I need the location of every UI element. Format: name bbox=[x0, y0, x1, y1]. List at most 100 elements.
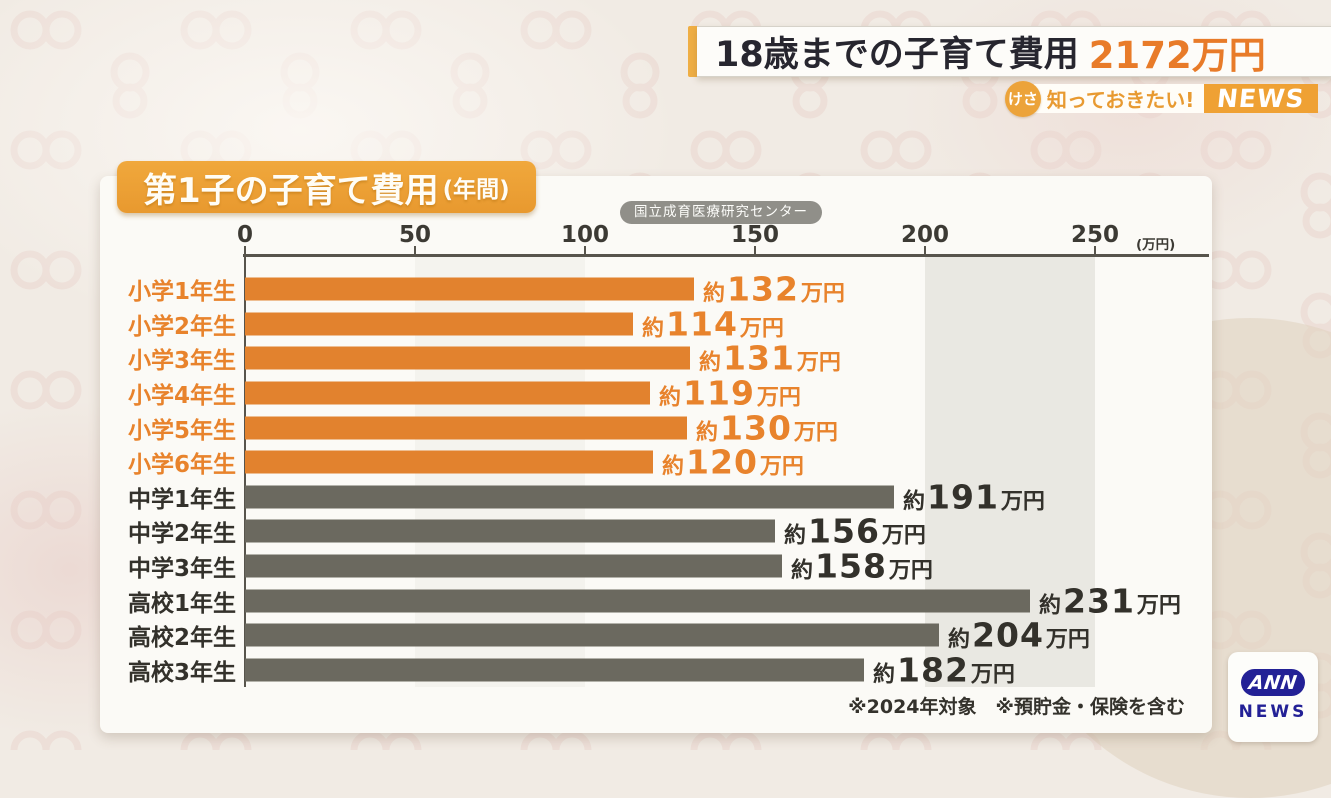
category-label: 小学3年生 bbox=[127, 348, 236, 375]
axis-tick-label: 100 bbox=[560, 222, 610, 248]
value-number: 182 bbox=[897, 650, 969, 690]
bar bbox=[245, 658, 864, 682]
value-label: 約 191 万円 bbox=[903, 477, 1045, 516]
value-number: 132 bbox=[727, 269, 799, 309]
bar bbox=[245, 416, 687, 440]
value-suffix: 万円 bbox=[739, 316, 784, 342]
category-label: 小学5年生 bbox=[127, 417, 236, 444]
category-label: 小学6年生 bbox=[127, 452, 236, 479]
chart-row: 高校1年生 約 231 万円 bbox=[100, 581, 1212, 620]
program-badge: けさ 知っておきたい! NEWS bbox=[1004, 80, 1318, 117]
value-label: 約 231 万円 bbox=[1039, 581, 1181, 620]
headline-accent-bar bbox=[688, 26, 697, 77]
value-number: 231 bbox=[1063, 581, 1135, 621]
value-number: 156 bbox=[808, 511, 880, 551]
chart-row: 中学1年生 約 191 万円 bbox=[100, 477, 1212, 516]
category-label: 中学1年生 bbox=[127, 486, 236, 513]
value-number: 119 bbox=[683, 373, 755, 413]
source-tag: 国立成育医療研究センター bbox=[620, 201, 822, 224]
value-suffix: 万円 bbox=[800, 281, 845, 307]
bar bbox=[245, 381, 650, 405]
value-prefix: 約 bbox=[903, 489, 926, 515]
value-prefix: 約 bbox=[699, 350, 722, 376]
kesa-badge: けさ bbox=[1004, 80, 1041, 117]
value-prefix: 約 bbox=[659, 385, 682, 411]
chart-panel: 0 50 100 150 200 250 (万円) 第1子の子育て費用 (年間) 国立成育… bbox=[100, 161, 1212, 733]
value-number: 191 bbox=[927, 477, 999, 517]
value-label: 約 204 万円 bbox=[948, 616, 1090, 655]
value-suffix: 万円 bbox=[1045, 627, 1090, 653]
category-label: 小学2年生 bbox=[127, 313, 236, 340]
chart-row: 高校2年生 約 204 万円 bbox=[100, 616, 1212, 655]
chart-row: 高校3年生 約 182 万円 bbox=[100, 650, 1212, 689]
value-prefix: 約 bbox=[703, 281, 726, 307]
axis-tick bbox=[754, 246, 756, 254]
axis-tick-label: 0 bbox=[236, 222, 254, 248]
value-suffix: 万円 bbox=[1136, 593, 1181, 619]
category-label: 小学4年生 bbox=[127, 383, 236, 410]
category-label: 高校3年生 bbox=[127, 659, 236, 686]
chart-row: 小学5年生 約 130 万円 bbox=[100, 408, 1212, 447]
tagline-badge: 知っておきたい! bbox=[1033, 84, 1205, 113]
headline-amount: 2172万円 bbox=[1088, 33, 1266, 77]
value-prefix: 約 bbox=[696, 420, 719, 446]
chart-row: 中学3年生 約 158 万円 bbox=[100, 547, 1212, 586]
value-suffix: 万円 bbox=[970, 662, 1015, 688]
value-label: 約 131 万円 bbox=[699, 339, 841, 378]
value-label: 約 132 万円 bbox=[703, 270, 845, 309]
bar bbox=[245, 485, 894, 509]
value-label: 約 119 万円 bbox=[659, 374, 801, 413]
value-prefix: 約 bbox=[1039, 593, 1062, 619]
value-suffix: 万円 bbox=[881, 523, 926, 549]
axis-tick bbox=[584, 246, 586, 254]
bar bbox=[245, 346, 690, 370]
value-label: 約 114 万円 bbox=[642, 304, 784, 343]
bar bbox=[245, 519, 775, 543]
chart-title-box: 第1子の子育て費用 (年間) bbox=[117, 161, 536, 213]
footnote: ※2024年対象 ※預貯金・保険を含む bbox=[848, 696, 1185, 718]
chart-title: 第1子の子育て費用 bbox=[143, 170, 439, 211]
chart-rows: 小学1年生約 132 万円 小学2年生約 114 万円 小学3年生約 131 万円 小学4年生約 1… bbox=[100, 270, 1212, 690]
chart-row: 中学2年生 約 156 万円 bbox=[100, 512, 1212, 551]
value-suffix: 万円 bbox=[756, 385, 801, 411]
axis-tick bbox=[1094, 246, 1096, 254]
value-number: 120 bbox=[686, 442, 758, 482]
chart-row: 小学4年生 約 119 万円 bbox=[100, 374, 1212, 413]
headline-box: 18歳までの子育て費用 2172万円 bbox=[697, 26, 1331, 77]
axis-tick-label: 200 bbox=[900, 222, 950, 248]
headline-banner: 18歳までの子育て費用 2172万円 bbox=[688, 26, 1331, 77]
bar bbox=[245, 450, 653, 474]
axis-tick-label: 150 bbox=[730, 222, 780, 248]
value-label: 約 158 万円 bbox=[791, 547, 933, 586]
value-number: 114 bbox=[666, 304, 738, 344]
value-number: 131 bbox=[723, 338, 795, 378]
headline-text: 18歳までの子育て費用 bbox=[715, 35, 1079, 75]
ann-news-logo: ANN NEWS bbox=[1228, 652, 1318, 742]
ann-logo-pill: ANN bbox=[1241, 669, 1305, 696]
bar bbox=[245, 623, 939, 647]
value-label: 約 156 万円 bbox=[784, 512, 926, 551]
value-number: 158 bbox=[815, 546, 887, 586]
category-label: 高校1年生 bbox=[127, 590, 236, 617]
news-badge-text: NEWS bbox=[1215, 84, 1307, 113]
axis-unit-label: (万円) bbox=[1136, 237, 1176, 253]
value-label: 約 130 万円 bbox=[696, 408, 838, 447]
ann-logo-text: ANN bbox=[1247, 671, 1299, 694]
chart-row: 小学3年生 約 131 万円 bbox=[100, 339, 1212, 378]
value-prefix: 約 bbox=[642, 316, 665, 342]
chart-row: 小学6年生 約 120 万円 bbox=[100, 442, 1212, 482]
axis-tick-label: 50 bbox=[398, 222, 432, 248]
value-suffix: 万円 bbox=[1000, 489, 1045, 515]
value-label: 約 182 万円 bbox=[873, 650, 1015, 689]
category-label: 高校2年生 bbox=[127, 625, 236, 652]
value-prefix: 約 bbox=[873, 662, 896, 688]
axis-tick bbox=[414, 246, 416, 254]
bar bbox=[245, 589, 1030, 613]
ann-news-text: NEWS bbox=[1238, 702, 1308, 722]
category-label: 中学3年生 bbox=[127, 556, 236, 583]
value-prefix: 約 bbox=[662, 454, 685, 480]
bar bbox=[245, 554, 782, 578]
value-prefix: 約 bbox=[784, 523, 807, 549]
axis-tick-label: 250 bbox=[1070, 222, 1120, 248]
category-label: 中学2年生 bbox=[127, 521, 236, 548]
